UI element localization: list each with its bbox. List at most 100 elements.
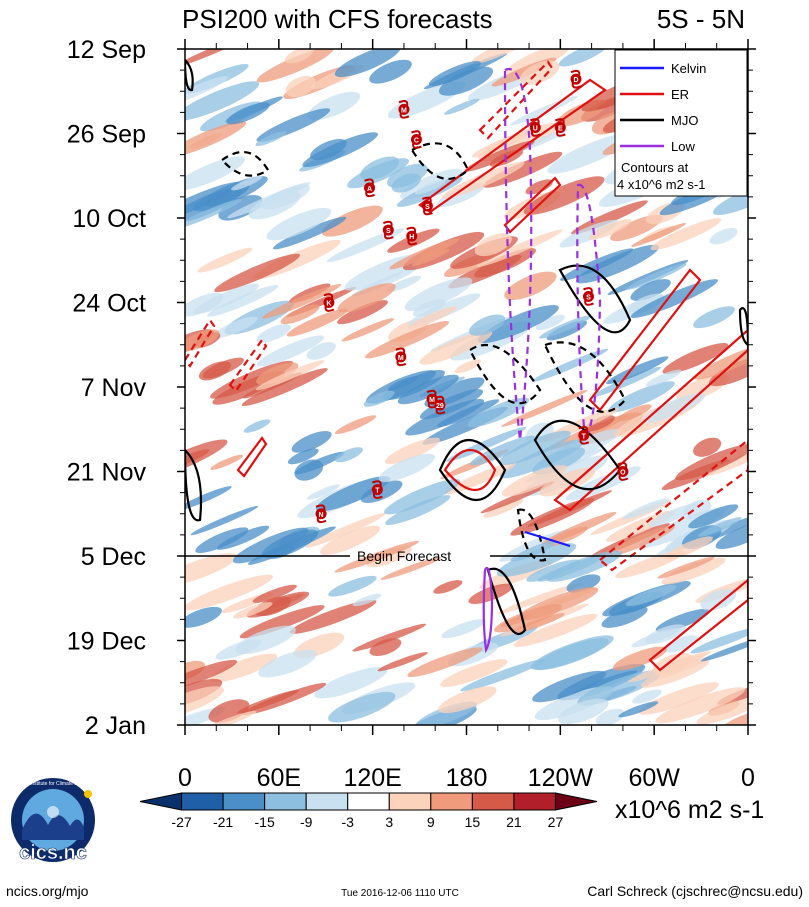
mjo-contour bbox=[738, 307, 748, 347]
low-contour bbox=[482, 567, 494, 654]
er-contour bbox=[648, 578, 748, 672]
cyclone-marker: M bbox=[395, 347, 407, 367]
legend: Kelvin ER MJO Low Contours at 4 x10^6 m2 s-… bbox=[614, 49, 748, 197]
cyclone-label: O bbox=[620, 470, 626, 477]
x-tick-label: 60E bbox=[257, 764, 301, 792]
colorbar-tick-label: -15 bbox=[255, 814, 275, 830]
er-contour bbox=[236, 436, 268, 478]
footer-url: ncics.org/mjo bbox=[6, 883, 89, 899]
cyclone-label: T bbox=[375, 488, 380, 495]
x-axis: 0 60E 120E 180 120W 60W 0 bbox=[178, 39, 755, 792]
cyclone-label: S bbox=[425, 204, 430, 211]
colorbar-tick-label: -9 bbox=[300, 814, 313, 830]
colorbar-tick-label: 27 bbox=[548, 814, 564, 830]
cyclone-marker: M bbox=[426, 389, 438, 409]
colorbar-tick-label: -3 bbox=[342, 814, 355, 830]
kelvin-contour bbox=[524, 530, 571, 548]
colorbar-bin bbox=[471, 792, 515, 811]
y-tick-label: 19 Dec bbox=[67, 628, 146, 656]
er-contour bbox=[588, 268, 702, 412]
colorbar-tick-label: 9 bbox=[427, 814, 435, 830]
cyclone-label: E bbox=[558, 125, 563, 132]
colorbar-tick-label: -27 bbox=[171, 814, 191, 830]
cyclone-label: M bbox=[401, 107, 407, 114]
chart-title: PSI200 with CFS forecasts bbox=[182, 4, 493, 34]
colorbar-bin bbox=[513, 792, 556, 811]
forecast-marker: Begin Forecast bbox=[185, 548, 748, 564]
cyclone-label: S bbox=[586, 294, 591, 301]
cyclone-marker: T bbox=[578, 425, 590, 445]
chart-region: 5S - 5N bbox=[657, 4, 745, 34]
cyclone-label: C bbox=[414, 138, 419, 145]
colorbar-bin bbox=[388, 792, 432, 811]
cyclone-label: A bbox=[367, 186, 372, 193]
cyclone-label: M bbox=[398, 355, 404, 362]
cyclone-marker: S bbox=[421, 196, 433, 216]
cyclone-label: D bbox=[573, 77, 578, 84]
cyclone-marker: H bbox=[406, 226, 418, 246]
er-contour bbox=[478, 60, 554, 140]
er-contour bbox=[185, 317, 216, 368]
colorbar-bin bbox=[305, 792, 349, 811]
mjo-contour bbox=[558, 264, 632, 334]
legend-label: Low bbox=[671, 139, 695, 154]
cyclone-label: H bbox=[409, 234, 414, 241]
legend-label: Kelvin bbox=[671, 61, 706, 76]
colorbar-bin bbox=[347, 792, 390, 811]
x-tick-label: 60W bbox=[628, 764, 680, 792]
cyclone-marker: K bbox=[323, 293, 335, 312]
mjo-contour bbox=[486, 567, 527, 636]
colorbar-tick-label: -21 bbox=[213, 814, 233, 830]
cyclone-label: U bbox=[533, 125, 538, 132]
x-tick-label: 0 bbox=[178, 764, 192, 792]
x-tick-label: 120E bbox=[343, 764, 401, 792]
cyclone-label: M bbox=[429, 397, 435, 404]
footer-author: Carl Schreck (cjschrec@ncsu.edu) bbox=[587, 883, 803, 899]
logo-ring-text: Cooperative Institute for Climate and Sa… bbox=[2, 781, 105, 787]
er-contour bbox=[228, 338, 268, 393]
cyclone-marker: 29 bbox=[434, 395, 446, 415]
y-tick-label: 7 Nov bbox=[81, 374, 147, 402]
x-tick-label: 0 bbox=[741, 764, 755, 792]
mjo-contour bbox=[185, 448, 203, 522]
low-contour bbox=[576, 183, 602, 444]
cyclone-marker: S bbox=[582, 287, 594, 306]
colorbar-tick-label: 21 bbox=[506, 814, 522, 830]
colorbar-units: x10^6 m2 s-1 bbox=[615, 796, 764, 824]
er-contour bbox=[553, 328, 748, 512]
y-tick-label: 10 Oct bbox=[72, 205, 146, 233]
legend-note: Contours at bbox=[621, 160, 689, 175]
cyclone-marker: S bbox=[382, 220, 394, 240]
cyclone-marker: A bbox=[364, 178, 376, 198]
colorbar-bin bbox=[181, 792, 224, 811]
y-tick-label: 12 Sep bbox=[67, 36, 146, 64]
forecast-label: Begin Forecast bbox=[357, 548, 451, 564]
y-tick-label: 2 Jan bbox=[85, 712, 146, 740]
x-tick-label: 180 bbox=[446, 764, 488, 792]
cyclone-marker: N bbox=[315, 504, 327, 524]
cyclone-label: S bbox=[386, 228, 391, 235]
mjo-contour bbox=[410, 142, 470, 180]
cyclone-label: K bbox=[326, 301, 331, 308]
cyclone-marker: U bbox=[529, 118, 541, 137]
colorbar-bin bbox=[139, 792, 183, 811]
mjo-contour bbox=[468, 344, 542, 405]
cyclone-marker: E bbox=[554, 118, 566, 137]
cyclone-label: T bbox=[582, 433, 587, 440]
y-tick-label: 24 Oct bbox=[72, 290, 146, 318]
y-axis: 12 Sep 26 Sep 10 Oct 24 Oct 7 Nov 21 Nov 5 Dec… bbox=[67, 36, 756, 740]
cyclone-marker: C bbox=[410, 130, 422, 149]
er-contour bbox=[443, 449, 497, 491]
y-tick-label: 5 Dec bbox=[81, 543, 146, 571]
colorbar-bin bbox=[430, 792, 473, 811]
cyclone-marker: O bbox=[617, 462, 629, 481]
mjo-contour bbox=[438, 439, 507, 501]
cyclone-marker: T bbox=[371, 480, 383, 499]
y-tick-label: 26 Sep bbox=[67, 121, 146, 149]
y-tick-label: 21 Nov bbox=[67, 459, 147, 487]
cics-logo: cics.nc Cooperative Institute for Climat… bbox=[2, 778, 105, 864]
legend-label: MJO bbox=[671, 113, 698, 128]
footer-timestamp: Tue 2016-12-06 1110 UTC bbox=[341, 888, 459, 899]
colorbar-bin bbox=[554, 792, 598, 811]
